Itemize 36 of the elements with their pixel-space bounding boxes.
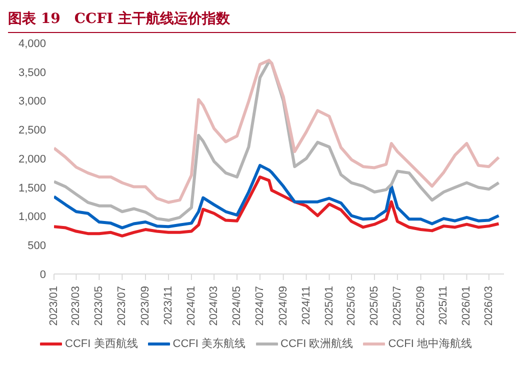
y-tick-label: 2,000 <box>18 153 46 166</box>
x-tick-label: 2023/09 <box>140 286 152 326</box>
x-tick-label: 2023/11 <box>162 286 174 325</box>
x-tick-label: 2025/09 <box>414 286 427 326</box>
y-tick-label: 1,500 <box>18 182 46 194</box>
x-tick-label: 2026/03 <box>482 286 495 326</box>
legend-label: CCFI 美东航线 <box>172 336 246 351</box>
x-tick-label: 2023/05 <box>93 286 106 326</box>
chart-title: 图表 19 CCFI 主干航线运价指数 <box>8 8 516 33</box>
x-tick-label: 2025/07 <box>391 286 404 326</box>
x-tick-label: 2023/07 <box>116 286 128 326</box>
x-tick-label: 2023/01 <box>48 286 60 326</box>
line-series <box>54 175 500 238</box>
y-tick-label: 1,000 <box>18 211 46 224</box>
x-tick-label: 2025/03 <box>345 286 358 326</box>
y-tick-label: 4,000 <box>18 38 46 50</box>
x-tick-label: 2025/11 <box>438 286 450 325</box>
x-tick-label: 2024/09 <box>277 286 290 326</box>
x-tick-label: 2025/05 <box>368 286 380 326</box>
legend-label: CCFI 欧洲航线 <box>280 336 354 351</box>
x-tick-label: 2024/07 <box>254 286 266 326</box>
y-tick-label: 500 <box>28 240 46 252</box>
legend-label: CCFI 美西航线 <box>64 336 138 351</box>
x-tick-label: 2024/03 <box>208 286 220 326</box>
legend-label: CCFI 地中海航线 <box>387 336 472 351</box>
x-tick-label: 2025/01 <box>323 286 336 326</box>
x-tick-label: 2024/01 <box>185 286 198 326</box>
y-tick-label: 2,500 <box>18 124 46 137</box>
y-tick-label: 3,000 <box>18 96 46 108</box>
y-tick-label: 3,500 <box>18 66 46 79</box>
line-series <box>54 164 500 230</box>
y-tick-label: 0 <box>40 268 46 281</box>
x-tick-label: 2024/05 <box>231 286 244 326</box>
x-tick-label: 2024/11 <box>300 286 312 325</box>
x-tick-label: 2026/01 <box>460 286 473 326</box>
x-tick-label: 2023/03 <box>70 286 82 326</box>
